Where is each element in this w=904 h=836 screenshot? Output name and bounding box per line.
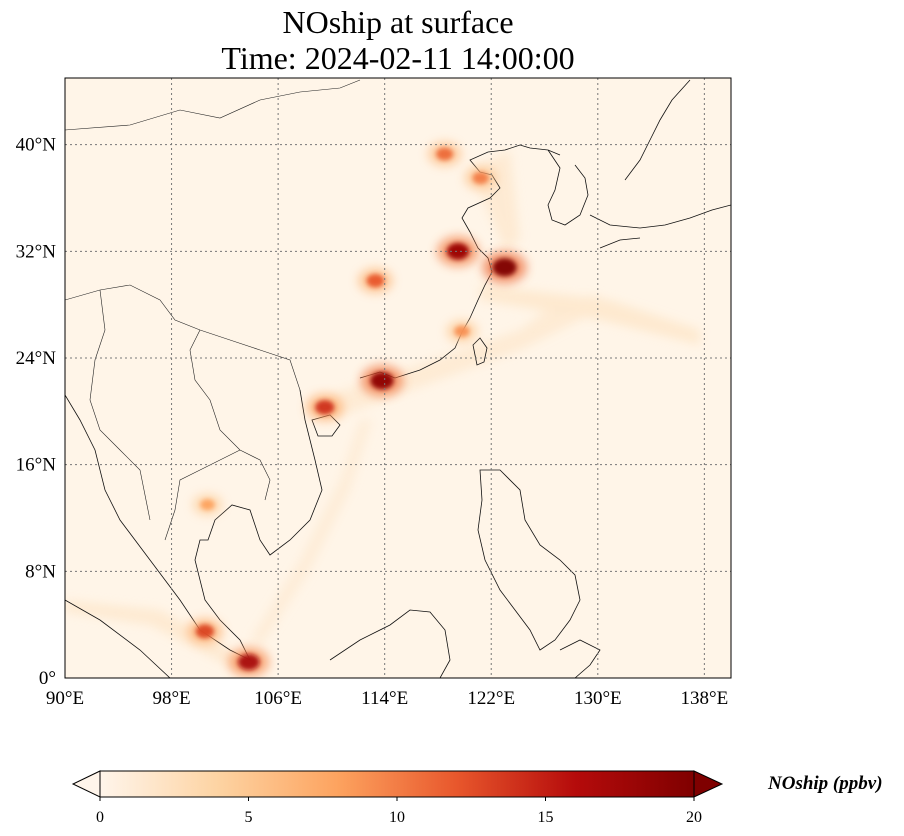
colorbar-ticks: 0 5 10 15 20 [96, 797, 702, 826]
lat-tick-label: 40°N [16, 135, 57, 156]
lon-tick-label: 114°E [361, 688, 408, 709]
lon-tick-label: 138°E [681, 688, 729, 709]
lon-tick-labels: 90°E 98°E 106°E 114°E 122°E 130°E 138°E [46, 688, 728, 709]
hotspot-inland-yangtze [358, 268, 393, 294]
coastline-borneo [329, 609, 451, 678]
hotspot-yangtze-river [437, 236, 479, 267]
plume-scs-diagonal [250, 420, 372, 645]
hotspot-beibu-gulf [306, 394, 344, 421]
hotspot-pearl-river-delta [360, 365, 404, 397]
colorbar-label: NOship (ppbv) [767, 773, 883, 794]
colorbar-extend-high [693, 770, 724, 798]
coastline-sumatra [65, 599, 171, 678]
coastline-taiwan [472, 337, 488, 366]
coastline-japan-north [624, 79, 691, 181]
map-title-line1: NOship at surface [282, 4, 514, 40]
hotspot-zhejiang-fujian-coast [446, 320, 478, 343]
coastline-sulawesi [559, 639, 601, 678]
hotspot-bohai-bay [428, 142, 462, 166]
map-frame [64, 77, 732, 679]
map-title-line2: Time: 2024-02-11 14:00:00 [221, 40, 575, 76]
hotspot-singapore [228, 647, 270, 677]
lon-tick-label: 90°E [46, 688, 84, 709]
coastline-korea [547, 149, 589, 226]
lon-tick-label: 122°E [467, 688, 515, 709]
plume-east-china-sea [480, 285, 700, 345]
colorbar-tick-label: 20 [686, 809, 702, 826]
hotspot-malacca-strait [187, 618, 223, 645]
hotspots [187, 142, 527, 677]
coastline-china [359, 144, 561, 379]
hotspot-shandong-coast [464, 166, 497, 190]
lat-tick-label: 16°N [16, 455, 57, 476]
colorbar: 0 5 10 15 20 NOship (ppbv) [71, 770, 883, 826]
coastlines [65, 79, 731, 678]
lat-tick-labels: 0° 8°N 16°N 24°N 32°N 40°N [16, 135, 57, 689]
lat-tick-label: 32°N [16, 241, 57, 262]
colorbar-body [99, 770, 695, 798]
border-north [65, 79, 361, 131]
colorbar-tick-label: 10 [389, 809, 405, 826]
plume-malacca [65, 600, 250, 672]
lon-tick-label: 130°E [574, 688, 622, 709]
lat-tick-label: 24°N [16, 348, 57, 369]
colorbar-tick-label: 15 [538, 809, 554, 826]
hotspot-bangkok [192, 494, 223, 516]
lat-tick-label: 0° [39, 668, 56, 689]
colorbar-tick-label: 0 [96, 809, 104, 826]
lon-tick-label: 106°E [254, 688, 302, 709]
coastline-indochina [65, 389, 323, 661]
colorbar-tick-label: 5 [245, 809, 253, 826]
hotspot-shanghai-yangtze [482, 251, 527, 284]
colorbar-extend-low [71, 770, 101, 798]
lon-tick-label: 98°E [152, 688, 190, 709]
lat-tick-label: 8°N [25, 561, 56, 582]
border-west [65, 284, 301, 391]
coastline-japan [589, 204, 731, 249]
border-myanmar [89, 289, 151, 521]
coastline-philippines [477, 469, 581, 651]
